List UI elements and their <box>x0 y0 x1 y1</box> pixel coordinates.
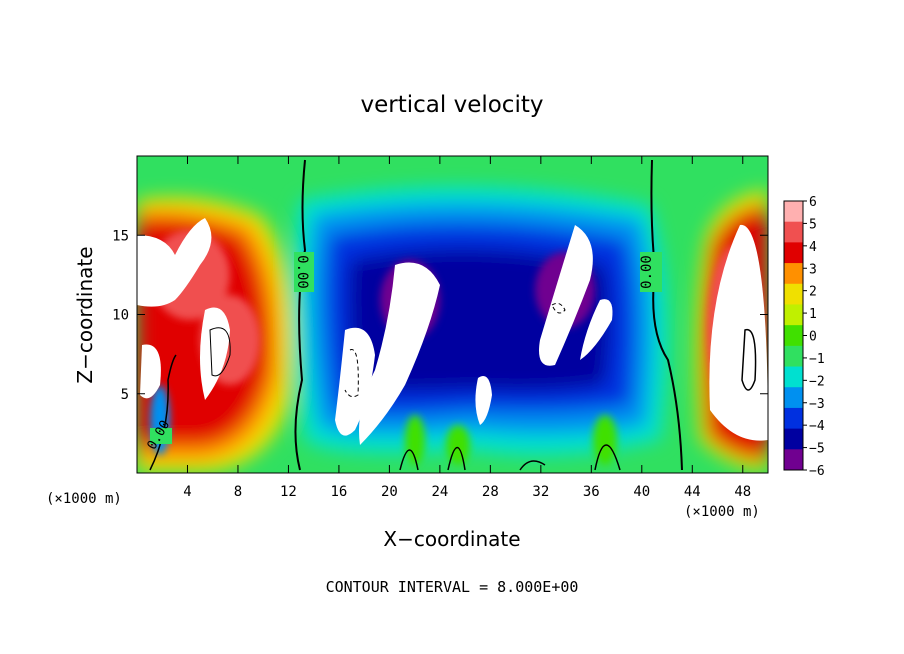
x-tick-label: 24 <box>431 484 448 500</box>
colorbar-swatch <box>784 263 803 285</box>
x-tick-label: 12 <box>280 484 297 500</box>
x-tick-label: 20 <box>381 484 398 500</box>
colorbar-label: −2 <box>809 374 825 389</box>
colorbar-swatch <box>784 201 803 223</box>
contour-interval-text: CONTOUR INTERVAL = 8.000E+00 <box>326 578 579 596</box>
contour-label: 0.00 <box>639 255 655 289</box>
x-unit-label-right: (×1000 m) <box>684 504 760 520</box>
colorbar-swatch <box>784 387 803 409</box>
colorbar-label: −5 <box>809 442 825 457</box>
colorbar-swatch <box>784 304 803 326</box>
colorbar-swatch <box>784 407 803 430</box>
colorbar-swatch <box>784 221 803 243</box>
colorbar-label: 6 <box>809 195 817 210</box>
colorbar-label: 1 <box>809 307 817 322</box>
colorbar-label: 5 <box>809 217 817 232</box>
colorbar-label: 0 <box>809 330 817 345</box>
x-tick-label: 32 <box>532 484 549 500</box>
x-tick-label: 48 <box>734 484 751 500</box>
colorbar-swatch <box>784 345 803 368</box>
x-tick-label: 4 <box>183 484 191 500</box>
y-axis-label: Z−coordinate <box>73 246 97 383</box>
contour-label: 0.00 <box>294 255 310 289</box>
colorbar-swatch <box>784 242 803 264</box>
y-tick-label: 5 <box>121 387 129 403</box>
colorbar-swatch <box>784 449 803 471</box>
colorbar-label: 3 <box>809 262 817 277</box>
heatmap-field <box>137 156 768 473</box>
colorbar-label: −6 <box>809 464 825 479</box>
y-tick-label: 10 <box>112 308 129 324</box>
x-axis: 4 8 12 16 20 24 28 32 36 40 44 48 <box>183 156 751 500</box>
x-tick-label: 44 <box>684 484 701 500</box>
colorbar-label: −4 <box>809 419 825 434</box>
colorbar-swatch <box>784 283 803 305</box>
colorbar-label: −1 <box>809 352 825 367</box>
x-tick-label: 16 <box>330 484 347 500</box>
colorbar-label: 4 <box>809 240 817 255</box>
x-unit-label-left: (×1000 m) <box>46 491 122 507</box>
colorbar: 6 5 4 3 2 1 0 −1 −2 −3 −4 −5 −6 <box>783 195 825 479</box>
x-tick-label: 40 <box>633 484 650 500</box>
colorbar-label: −3 <box>809 397 825 412</box>
x-tick-label: 8 <box>234 484 242 500</box>
colorbar-label: 2 <box>809 285 817 300</box>
colorbar-swatch <box>784 325 803 347</box>
chart-title: vertical velocity <box>361 92 544 118</box>
x-tick-label: 36 <box>583 484 600 500</box>
x-tick-label: 28 <box>482 484 499 500</box>
y-axis: 5 10 15 <box>112 228 768 403</box>
colorbar-swatch <box>784 428 803 450</box>
y-tick-label: 15 <box>112 228 129 244</box>
colorbar-swatch <box>784 366 803 388</box>
x-axis-label: X−coordinate <box>383 527 520 551</box>
